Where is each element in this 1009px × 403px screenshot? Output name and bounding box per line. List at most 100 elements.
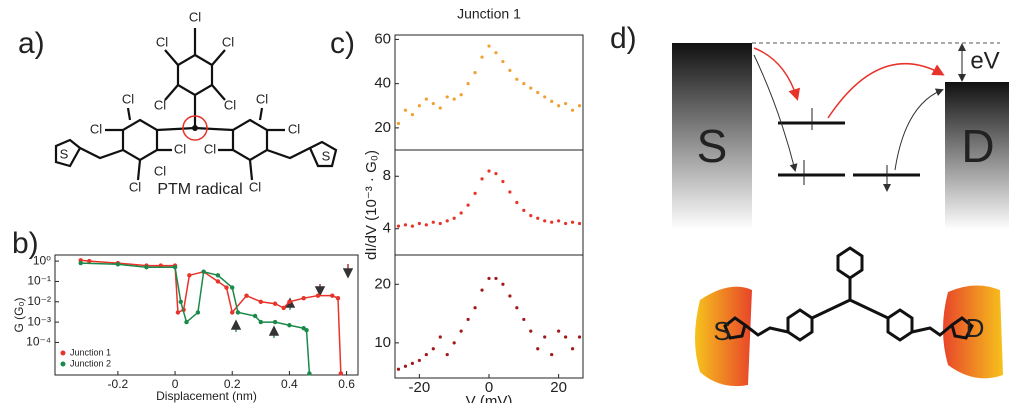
point (417, 358, 421, 363)
drain-electrode (945, 82, 1009, 230)
point (287, 299, 292, 304)
point (459, 93, 463, 97)
drain-tip-label: D (966, 313, 985, 343)
point (466, 317, 470, 322)
x-tick-label: 0.4 (281, 377, 298, 391)
y-tick-label: 10⁻¹ (27, 274, 51, 288)
point (487, 169, 491, 173)
point (175, 310, 181, 315)
energy-diagram (672, 42, 1009, 387)
point (410, 224, 415, 228)
point (570, 220, 575, 224)
point (501, 179, 505, 184)
point (330, 293, 335, 298)
panel-label: a) (18, 27, 45, 60)
point (396, 367, 401, 371)
y-axis-label: dI/dV (10⁻³ · G₀) (363, 150, 380, 260)
point (438, 106, 442, 110)
atom-label: Cl (189, 9, 201, 24)
point (144, 265, 149, 270)
ring (176, 53, 214, 97)
point (235, 310, 241, 315)
hop (827, 62, 945, 119)
y-tick-label: 4 (383, 220, 391, 237)
point (550, 220, 554, 224)
atom-label: Cl (256, 91, 268, 106)
bond (79, 95, 311, 160)
point (536, 216, 540, 220)
point (543, 219, 547, 223)
panel-label: c) (330, 27, 355, 60)
axis-frame (54, 254, 359, 376)
point (215, 279, 221, 284)
point (459, 211, 463, 215)
hop (753, 54, 798, 172)
point (536, 347, 540, 351)
x-tick-label: 20 (550, 379, 567, 396)
point (529, 329, 533, 333)
drain-label: D (961, 120, 994, 172)
y-tick-label: 10⁻³ (27, 314, 51, 328)
point (452, 341, 456, 345)
source-label: S (697, 120, 728, 172)
x-tick-label: 0.2 (224, 377, 241, 391)
atom-label: Cl (122, 91, 134, 106)
atom-label: S (322, 148, 331, 163)
series-line (80, 262, 311, 374)
point (473, 191, 477, 195)
point (230, 310, 235, 315)
point (287, 323, 292, 328)
point (543, 335, 547, 339)
atom-label: S (60, 146, 69, 161)
point (87, 258, 92, 264)
point (557, 329, 561, 333)
y-tick-label: 8 (383, 167, 391, 184)
point (338, 371, 344, 376)
molecule (54, 28, 338, 181)
point (195, 310, 201, 315)
point (424, 223, 428, 227)
point (487, 276, 491, 281)
point (494, 172, 498, 176)
radical-circle (182, 115, 208, 141)
point (501, 59, 505, 64)
panel-label: b) (12, 227, 39, 260)
x-axis-label: V (mV) (466, 393, 513, 403)
point (438, 221, 442, 226)
x-tick-label: -20 (409, 379, 431, 396)
point (522, 317, 526, 322)
point (403, 223, 408, 227)
point (570, 108, 575, 112)
axis-frame (394, 34, 584, 151)
point (445, 95, 449, 99)
legend-label: Junction 1 (70, 347, 111, 357)
point (515, 306, 519, 310)
point (424, 352, 428, 357)
hop (894, 88, 944, 171)
atom-label: Cl (249, 179, 261, 194)
drain-tip (943, 285, 1003, 379)
point (557, 104, 561, 108)
y-tick-label: 40 (374, 75, 391, 92)
point (487, 44, 491, 48)
point (494, 51, 498, 55)
point (184, 319, 189, 325)
point (459, 329, 463, 333)
legend-swatch (60, 350, 66, 356)
point (410, 113, 415, 117)
point (480, 55, 484, 59)
point (577, 104, 582, 108)
point (494, 276, 498, 281)
point (417, 104, 421, 108)
point (301, 295, 306, 301)
point (466, 82, 470, 86)
point (577, 221, 582, 226)
point (480, 177, 484, 181)
point (215, 273, 221, 278)
point (252, 313, 258, 319)
point (396, 224, 401, 228)
atom-label: Cl (224, 97, 236, 112)
point (315, 293, 321, 298)
point (570, 347, 575, 351)
chart-title: Junction 1 (457, 6, 521, 22)
